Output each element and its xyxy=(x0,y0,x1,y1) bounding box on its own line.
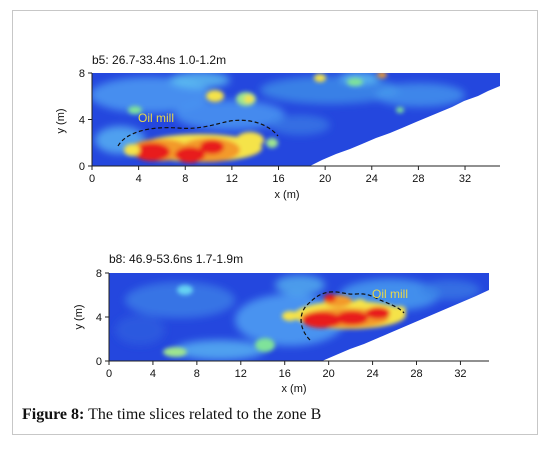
panel-b8-x-tick-label: 32 xyxy=(454,368,466,380)
panel-b8-ylabel: y (m) xyxy=(73,304,85,329)
panel-b5-x-tick-label: 8 xyxy=(182,173,188,185)
panel-b8-x-tick-label: 16 xyxy=(279,368,291,380)
panel-b8-x-tick-label: 24 xyxy=(366,368,378,380)
panel-b8-x-tick-label: 12 xyxy=(235,368,247,380)
panel-b8-y-ticks: 0 4 8 xyxy=(96,268,109,368)
panel-b8-annotation: Oil mill xyxy=(372,287,408,301)
panel-b8-x-tick-label: 0 xyxy=(106,368,112,380)
panel-b8-x-tick-label: 20 xyxy=(323,368,335,380)
panel-b5: b5: 26.7-33.4ns 1.0-1.2m xyxy=(55,53,500,201)
panel-b8-x-ticks: 0 4 8 12 16 20 24 28 32 xyxy=(106,361,467,380)
panel-b8-x-tick-label: 4 xyxy=(150,368,156,380)
panel-b5-x-tick-label: 16 xyxy=(272,173,284,185)
panel-b8-title: b8: 46.9-53.6ns 1.7-1.9m xyxy=(109,252,243,266)
panel-b5-xlabel: x (m) xyxy=(274,189,299,201)
panel-b8-oil-mill-outline xyxy=(300,291,405,341)
panel-b5-x-tick-label: 0 xyxy=(89,173,95,185)
panel-b8-heatmap xyxy=(109,273,489,361)
panel-b8-x-tick-label: 28 xyxy=(410,368,422,380)
panel-b5-x-tick-label: 24 xyxy=(366,173,378,185)
figure-caption-label: Figure 8: xyxy=(22,406,85,423)
panel-b5-y-tick-label: 4 xyxy=(79,115,85,127)
panel-b8-x-tick-label: 8 xyxy=(194,368,200,380)
panel-b5-y-tick-label: 0 xyxy=(79,161,85,173)
panel-b8: b8: 46.9-53.6ns 1.7-1.9m xyxy=(73,252,489,395)
panel-b5-x-tick-label: 32 xyxy=(459,173,471,185)
panel-b5-title: b5: 26.7-33.4ns 1.0-1.2m xyxy=(92,53,226,67)
panel-b5-x-tick-label: 4 xyxy=(136,173,142,185)
panel-b5-x-ticks: 0 4 8 12 16 20 24 28 32 xyxy=(89,166,471,185)
panel-b8-y-tick-label: 4 xyxy=(96,312,102,324)
figure-caption-text: The time slices related to the zone B xyxy=(88,406,322,423)
panel-b5-x-tick-label: 28 xyxy=(412,173,424,185)
panel-b5-x-tick-label: 20 xyxy=(319,173,331,185)
panel-b5-x-tick-label: 12 xyxy=(226,173,238,185)
panel-b5-y-tick-label: 8 xyxy=(79,68,85,80)
panel-b8-y-tick-label: 0 xyxy=(96,356,102,368)
panel-b5-y-ticks: 0 4 8 xyxy=(79,68,92,173)
panel-b5-oil-mill-outline xyxy=(117,119,279,147)
figure-caption: Figure 8: The time slices related to the… xyxy=(22,406,321,424)
panel-b5-heatmap xyxy=(92,73,500,166)
panel-b8-y-tick-label: 8 xyxy=(96,268,102,280)
panel-b8-xlabel: x (m) xyxy=(281,383,306,395)
panel-b5-ylabel: y (m) xyxy=(55,108,67,133)
panel-b5-annotation: Oil mill xyxy=(138,111,174,125)
